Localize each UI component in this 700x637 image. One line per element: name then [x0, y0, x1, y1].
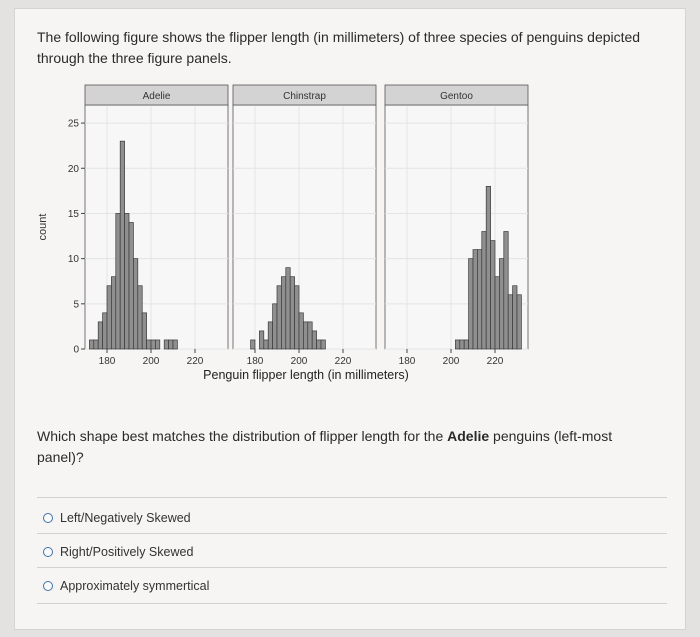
- histogram-bar: [294, 285, 300, 350]
- panel-strip: [84, 84, 229, 106]
- histogram-bar: [320, 339, 326, 350]
- panel-strip-label: Gentoo: [440, 91, 473, 102]
- y-tick-label: 20: [68, 164, 80, 175]
- question-page: The following figure shows the flipper l…: [14, 8, 686, 630]
- x-tick-label: 200: [291, 356, 308, 367]
- x-tick-label: 180: [399, 356, 416, 367]
- histogram-bar: [499, 258, 505, 350]
- option-divider: [37, 533, 667, 534]
- answer-divider: [37, 497, 667, 498]
- histogram-bar: [311, 330, 317, 350]
- histogram-bar: [263, 339, 269, 350]
- histogram-bar: [307, 321, 313, 350]
- histogram-bar: [463, 339, 469, 350]
- histogram-bar: [267, 321, 273, 350]
- histogram-bar: [276, 285, 282, 350]
- radio-button-icon[interactable]: [43, 581, 53, 591]
- histogram-bar: [285, 267, 291, 350]
- x-tick-label: 220: [335, 356, 352, 367]
- histogram-bar: [507, 294, 513, 350]
- option-label: Approximately symmertical: [60, 579, 210, 593]
- histogram-bar: [128, 222, 134, 350]
- question-text: Which shape best matches the distributio…: [37, 426, 657, 468]
- question-text-bold: Adelie: [447, 428, 490, 444]
- histogram-bar: [168, 339, 174, 350]
- histogram-bar: [468, 258, 474, 350]
- histogram-bar: [298, 312, 304, 350]
- x-tick-label: 180: [247, 356, 264, 367]
- histogram-bar: [303, 321, 309, 350]
- histogram-bar: [250, 339, 256, 350]
- histogram-bar: [481, 231, 487, 350]
- histogram-bar: [102, 312, 108, 350]
- panel-strip-label: Adelie: [143, 91, 171, 102]
- y-tick-label: 25: [68, 119, 80, 130]
- histogram-bar: [472, 249, 478, 350]
- x-tick-label: 200: [143, 356, 160, 367]
- histogram-bar: [503, 231, 509, 350]
- histogram-bar: [124, 213, 130, 350]
- histogram-bar: [477, 249, 483, 350]
- question-text-before: Which shape best matches the distributio…: [37, 428, 448, 444]
- histogram-bar: [512, 285, 518, 350]
- histogram-bar: [272, 303, 278, 350]
- histogram-bar: [93, 339, 99, 350]
- x-axis-label: Penguin flipper length (in millimeters): [203, 368, 409, 382]
- histogram-bar: [137, 285, 143, 350]
- panel-background: [232, 104, 377, 350]
- histogram-bar: [494, 276, 500, 350]
- histogram-bar: [316, 339, 322, 350]
- histogram-bar: [89, 339, 95, 350]
- y-tick-label: 0: [73, 345, 79, 356]
- histogram-bar: [133, 258, 139, 350]
- histogram-bar: [163, 339, 169, 350]
- histogram-bar: [490, 240, 496, 350]
- histogram-bar: [106, 285, 112, 350]
- x-tick-label: 180: [99, 356, 116, 367]
- histogram-bar: [485, 185, 491, 350]
- x-tick-label: 200: [443, 356, 460, 367]
- panel-background: [84, 104, 229, 350]
- histogram-bar: [281, 276, 287, 350]
- histogram-bar: [97, 321, 103, 350]
- y-tick-label: 15: [68, 209, 80, 220]
- histogram-bar: [119, 140, 125, 350]
- panel-strip: [384, 84, 529, 106]
- histogram-bar: [150, 339, 156, 350]
- panel-strip: [232, 84, 377, 106]
- histogram-bar: [111, 276, 117, 350]
- histogram-bar: [172, 339, 178, 350]
- option-left-skewed[interactable]: Left/Negatively Skewed: [43, 509, 191, 527]
- histogram-bar: [289, 276, 295, 350]
- histogram-bar: [259, 330, 265, 350]
- option-label: Left/Negatively Skewed: [60, 511, 191, 525]
- histogram-bar: [155, 339, 161, 350]
- histogram-bar: [115, 213, 121, 350]
- y-tick-label: 10: [68, 254, 80, 265]
- y-axis-label: count: [37, 214, 49, 241]
- histogram-bar: [455, 339, 461, 350]
- radio-button-icon[interactable]: [43, 513, 53, 523]
- option-divider: [37, 603, 667, 604]
- histogram-bar: [146, 339, 152, 350]
- histogram-bar: [141, 312, 147, 350]
- x-tick-label: 220: [187, 356, 204, 367]
- option-symmetrical[interactable]: Approximately symmertical: [43, 577, 209, 595]
- histogram-bar: [516, 294, 522, 350]
- y-tick-label: 5: [73, 299, 79, 310]
- option-right-skewed[interactable]: Right/Positively Skewed: [43, 543, 193, 561]
- intro-text: The following figure shows the flipper l…: [37, 29, 641, 66]
- histogram-bar: [459, 339, 465, 350]
- question-text-after: penguins (left-most panel)?: [37, 428, 613, 465]
- option-divider: [37, 567, 667, 568]
- option-label: Right/Positively Skewed: [60, 545, 194, 559]
- panel-strip-label: Chinstrap: [283, 91, 326, 102]
- radio-button-icon[interactable]: [43, 547, 53, 557]
- x-tick-label: 220: [487, 356, 504, 367]
